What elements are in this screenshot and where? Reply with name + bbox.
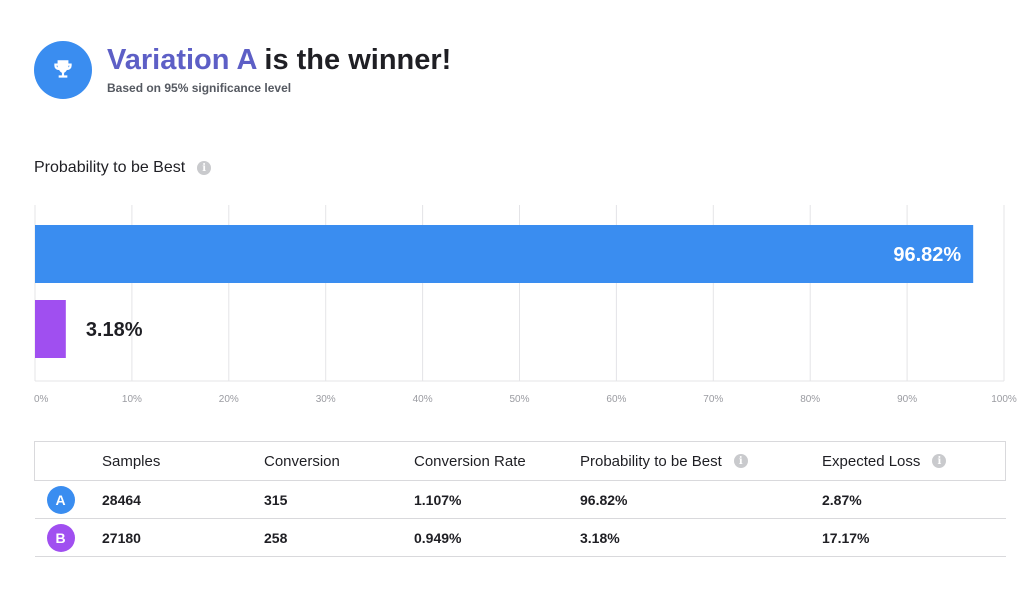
table-row: A 28464 315 1.107% 96.82% 2.87% — [34, 480, 1006, 519]
probability-chart: 0% 10% 20% 30% 40% 50% 60% 70% 80% 90% 100% 96.82% 3… — [34, 205, 1017, 405]
x-tick-label: 80% — [800, 394, 820, 405]
column-header-conversion-label: Conversion — [264, 452, 340, 470]
column-header-samples-label: Samples — [102, 452, 161, 470]
x-tick-label: 10% — [122, 394, 142, 405]
column-header-conversion-rate: Conversion Rate — [414, 441, 580, 481]
column-header-expected-loss-label: Expected Loss — [822, 452, 921, 470]
x-tick-label: 100% — [991, 394, 1017, 405]
bar-b — [35, 300, 66, 358]
conversion-rate-cell: 0.949% — [414, 518, 580, 557]
samples-cell: 28464 — [102, 480, 264, 519]
x-tick-label: 60% — [606, 394, 626, 405]
column-header-conversion-rate-label: Conversion Rate — [414, 452, 526, 470]
info-icon[interactable]: i — [197, 161, 212, 175]
variant-badge-b: B — [46, 523, 75, 552]
trophy-icon — [54, 60, 72, 78]
x-tick-label: 20% — [219, 394, 239, 405]
info-icon[interactable]: i — [932, 454, 947, 468]
data-label-a: 96.82% — [893, 244, 961, 266]
trophy-badge — [34, 41, 92, 99]
probability-cell: 3.18% — [580, 518, 822, 557]
x-tick-label: 70% — [703, 394, 723, 405]
samples-cell: 27180 — [102, 518, 264, 557]
x-tick-label: 40% — [413, 394, 433, 405]
conversion-cell: 315 — [264, 480, 414, 519]
variant-cell: B — [34, 518, 102, 557]
x-tick-label: 0% — [34, 394, 49, 405]
table-header-row: Samples Conversion Conversion Rate Proba… — [34, 441, 1006, 481]
column-header-variant — [34, 441, 102, 481]
variant-badge-a: A — [46, 485, 75, 514]
column-header-conversion: Conversion — [264, 441, 414, 481]
info-icon[interactable]: i — [733, 454, 748, 468]
bar-a — [35, 225, 974, 283]
chart-title: Probability to be Best i — [34, 159, 212, 177]
column-header-probability-label: Probability to be Best — [580, 452, 722, 470]
results-table: Samples Conversion Conversion Rate Proba… — [34, 441, 1006, 557]
expected-loss-cell: 2.87% — [822, 480, 1006, 519]
chart-title-text: Probability to be Best — [34, 159, 186, 176]
winner-headline: Variation A is the winner! — [107, 42, 451, 78]
significance-subtitle: Based on 95% significance level — [107, 81, 292, 95]
winner-name: Variation A — [107, 44, 257, 76]
variant-cell: A — [34, 480, 102, 519]
winner-text: is the winner! — [256, 44, 452, 76]
expected-loss-cell: 17.17% — [822, 518, 1006, 557]
column-header-samples: Samples — [102, 441, 264, 481]
probability-cell: 96.82% — [580, 480, 822, 519]
conversion-cell: 258 — [264, 518, 414, 557]
column-header-expected-loss: Expected Loss i — [822, 441, 1006, 481]
table-row: B 27180 258 0.949% 3.18% 17.17% — [34, 518, 1006, 557]
conversion-rate-cell: 1.107% — [414, 480, 580, 519]
x-tick-label: 90% — [897, 394, 917, 405]
x-tick-label: 50% — [509, 394, 529, 405]
x-tick-label: 30% — [316, 394, 336, 405]
data-label-b: 3.18% — [86, 319, 143, 341]
column-header-probability: Probability to be Best i — [580, 441, 822, 481]
